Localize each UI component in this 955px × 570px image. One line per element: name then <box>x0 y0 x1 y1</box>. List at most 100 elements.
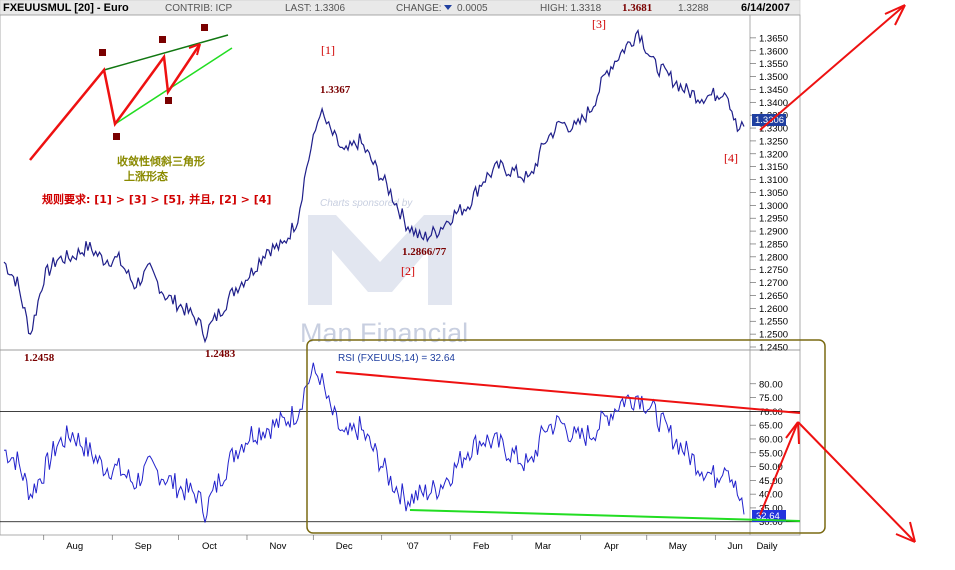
watermark-sponsor: Charts sponsored by <box>320 198 413 209</box>
watermark-logo <box>308 215 452 305</box>
rsi-support-line <box>409 509 801 522</box>
price-tick-label: 1.2850 <box>759 239 788 250</box>
price-grid <box>750 37 756 348</box>
x-tick-label: Feb <box>473 541 489 552</box>
rsi-tick-label: 75.00 <box>759 393 783 404</box>
rule-text: 规则要求: [1] > [3] > [5], 并且, [2] > [4] <box>42 192 271 206</box>
rsi-y-ticks: 80.00 75.00 70.00 65.00 60.00 55.00 50.00 45.00… <box>759 379 783 528</box>
x-tick-label: Apr <box>604 541 619 552</box>
change-value: 0.0005 <box>457 3 488 14</box>
rsi-resistance-line <box>335 371 801 414</box>
wave-3-label: [3] <box>592 17 606 31</box>
x-tick-label: Daily <box>756 541 777 552</box>
x-tick-label: Mar <box>535 541 551 552</box>
rsi-tick-label: 65.00 <box>759 421 783 432</box>
rsi-tick-label: 40.00 <box>759 490 783 501</box>
x-axis-ticks: Aug Sep Oct Nov Dec '07 Feb Mar Apr May Jun Daily <box>43 535 778 552</box>
x-tick-label: Jun <box>728 541 743 552</box>
low-aug-label: 1.2458 <box>24 352 55 364</box>
rsi-up-arrowhead <box>785 421 800 445</box>
header-bar: FXEUUSMUL [20] - Euro CONTRIB: ICP LAST:… <box>0 0 801 16</box>
high-label: HIGH: 1.3318 <box>540 3 602 14</box>
price-tick-label: 1.3100 <box>759 175 788 186</box>
change-label: CHANGE: <box>396 3 442 14</box>
wave-4-label: [4] <box>724 151 738 165</box>
wedge-zigzag <box>29 43 202 161</box>
price-tick-label: 1.3200 <box>759 149 788 160</box>
wedge-marker <box>165 97 172 104</box>
low-oct-label: 1.2483 <box>205 348 236 360</box>
price-tick-label: 1.3150 <box>759 162 788 173</box>
low-value: 1.3288 <box>678 3 709 14</box>
rsi-tick-label: 60.00 <box>759 434 783 445</box>
rsi-highlight-box <box>306 339 826 534</box>
down-arrow-icon <box>444 5 452 10</box>
symbol-title: FXEUUSMUL [20] - Euro <box>3 2 129 14</box>
price-tick-label: 1.3400 <box>759 98 788 109</box>
rsi-up-arrow <box>759 421 799 516</box>
rsi-tick-label: 50.00 <box>759 462 783 473</box>
x-tick-label: Nov <box>269 541 286 552</box>
x-tick-label: Aug <box>66 541 83 552</box>
watermark: Charts sponsored by Man Financial <box>300 198 468 348</box>
price-tick-label: 1.2700 <box>759 278 788 289</box>
watermark-brand: Man Financial <box>300 318 468 348</box>
rsi-grid <box>0 383 800 523</box>
price-tick-label: 1.3000 <box>759 201 788 212</box>
wedge-marker <box>113 133 120 140</box>
x-tick-label: May <box>669 541 687 552</box>
rsi-tick-label: 80.00 <box>759 379 783 390</box>
price-tick-label: 1.2900 <box>759 227 788 238</box>
wave-2-price: 1.2866/77 <box>402 246 447 258</box>
price-tick-label: 1.2450 <box>759 343 788 354</box>
price-tick-label: 1.3050 <box>759 188 788 199</box>
pattern-subtitle: 上涨形态 <box>124 169 168 183</box>
price-up-arrowhead <box>884 4 906 26</box>
price-tick-label: 1.3550 <box>759 59 788 70</box>
rsi-last-value: 32.64 <box>756 511 780 522</box>
price-series-line <box>3 28 745 344</box>
wedge-upper-line <box>103 34 229 71</box>
rsi-tick-label: 35.00 <box>759 503 783 514</box>
price-tick-label: 1.3650 <box>759 33 788 44</box>
last-price-badge: 1.3306 <box>752 114 786 126</box>
price-tick-label: 1.2600 <box>759 304 788 315</box>
price-up-arrow <box>759 4 906 131</box>
x-tick-label: Dec <box>336 541 353 552</box>
price-tick-label: 1.2750 <box>759 265 788 276</box>
price-tick-label: 1.3600 <box>759 46 788 57</box>
price-tick-label: 1.2650 <box>759 291 788 302</box>
wave-3-price: 1.3681 <box>622 2 652 14</box>
price-tick-label: 1.2950 <box>759 214 788 225</box>
wave-1-label: [1] <box>321 43 335 57</box>
price-y-ticks: 1.3650 1.3600 1.3550 1.3500 1.3450 1.3400 1.33… <box>759 33 788 353</box>
wedge-diagram <box>29 24 233 161</box>
pattern-title: 收敛性倾斜三角形 <box>117 154 205 168</box>
rsi-tick-label: 55.00 <box>759 448 783 459</box>
contrib-label: CONTRIB: ICP <box>165 3 233 14</box>
rsi-tick-label: 70.00 <box>759 407 783 418</box>
price-tick-label: 1.2800 <box>759 252 788 263</box>
rsi-title: RSI (FXEUUS,14) = 32.64 <box>338 353 455 364</box>
price-tick-label: 1.2550 <box>759 317 788 328</box>
price-tick-label: 1.3250 <box>759 136 788 147</box>
x-tick-label: Sep <box>135 541 152 552</box>
wedge-marker <box>99 49 106 56</box>
wedge-marker <box>201 24 208 31</box>
date-label: 6/14/2007 <box>741 2 790 14</box>
wedge-arrowhead <box>188 43 201 56</box>
wedge-marker <box>159 36 166 43</box>
x-tick-label: '07 <box>406 541 418 552</box>
rsi-tick-label: 45.00 <box>759 476 783 487</box>
wave-1-price: 1.3367 <box>320 84 351 96</box>
rsi-down-arrowhead <box>895 521 916 543</box>
price-tick-label: 1.3500 <box>759 72 788 83</box>
price-tick-label: 1.3300 <box>759 124 788 135</box>
rsi-down-arrow <box>797 421 916 543</box>
rsi-series-line <box>3 362 745 523</box>
wave-2-label: [2] <box>401 264 415 278</box>
last-label: LAST: 1.3306 <box>285 3 345 14</box>
price-tick-label: 1.3450 <box>759 85 788 96</box>
price-tick-label: 1.2500 <box>759 330 788 341</box>
